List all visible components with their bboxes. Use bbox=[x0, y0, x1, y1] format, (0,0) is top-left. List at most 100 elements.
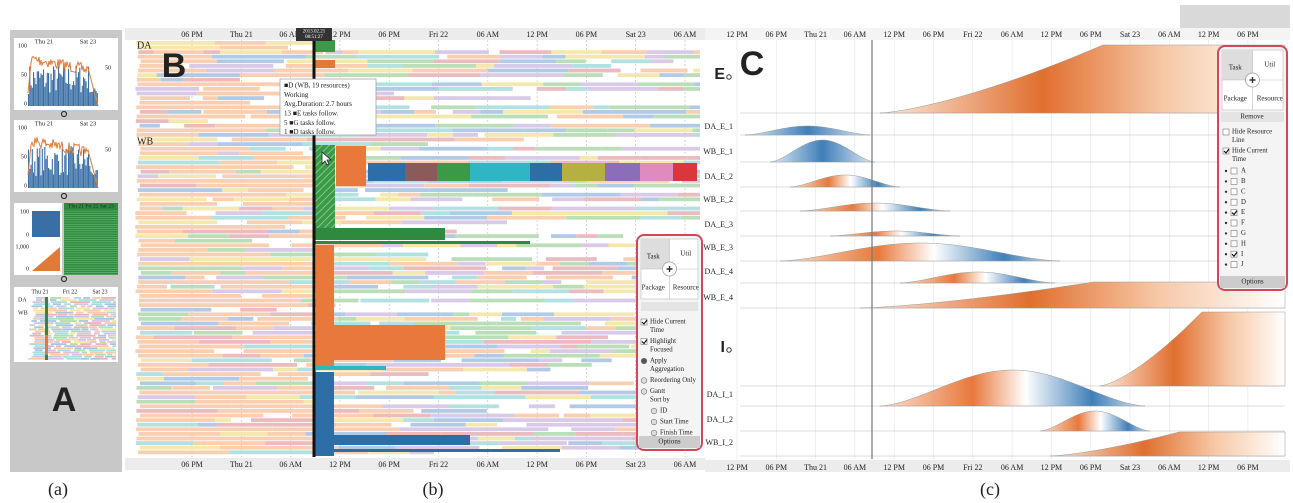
task-bar[interactable] bbox=[199, 390, 245, 395]
task-bar[interactable] bbox=[136, 128, 155, 133]
task-bar[interactable] bbox=[497, 243, 517, 248]
task-bar[interactable] bbox=[557, 422, 598, 427]
task-bar[interactable] bbox=[220, 271, 246, 275]
magnifier[interactable] bbox=[60, 275, 68, 283]
task-bar[interactable] bbox=[138, 220, 218, 225]
task-bar[interactable] bbox=[551, 50, 602, 54]
task-bar[interactable] bbox=[575, 183, 598, 188]
task-bar[interactable] bbox=[324, 211, 374, 215]
task-bar[interactable] bbox=[429, 188, 508, 192]
task-bar[interactable] bbox=[219, 160, 278, 165]
task-bar[interactable] bbox=[433, 206, 498, 211]
task-bar[interactable] bbox=[495, 390, 580, 395]
task-bar[interactable] bbox=[202, 96, 218, 100]
task-bar[interactable] bbox=[235, 326, 254, 330]
task-bar[interactable] bbox=[373, 211, 421, 215]
task-bar[interactable] bbox=[161, 266, 243, 271]
task-bar[interactable] bbox=[380, 192, 399, 197]
task-bar[interactable] bbox=[246, 220, 303, 225]
radio[interactable] bbox=[640, 388, 648, 395]
task-bar[interactable] bbox=[385, 257, 427, 261]
task-bar[interactable] bbox=[493, 64, 573, 68]
profile-area[interactable] bbox=[879, 369, 1146, 407]
task-bar[interactable] bbox=[499, 50, 552, 54]
task-bar[interactable] bbox=[171, 271, 194, 275]
task-bar[interactable] bbox=[335, 422, 392, 427]
task-bar[interactable] bbox=[573, 298, 618, 303]
options-button[interactable]: Options bbox=[1241, 278, 1263, 286]
task-bar[interactable] bbox=[277, 284, 324, 289]
task-bar[interactable] bbox=[347, 68, 413, 73]
task-bar[interactable] bbox=[433, 96, 451, 100]
task-bar[interactable] bbox=[197, 91, 280, 96]
task-bar[interactable] bbox=[284, 353, 304, 358]
profile-area[interactable] bbox=[789, 174, 901, 188]
task-bar[interactable] bbox=[138, 142, 189, 146]
task-bar[interactable] bbox=[214, 165, 294, 169]
task-bar[interactable] bbox=[267, 229, 300, 234]
task-bar[interactable] bbox=[436, 261, 459, 266]
task-bar[interactable] bbox=[140, 271, 172, 275]
task-bar[interactable] bbox=[451, 257, 533, 261]
task-bar[interactable] bbox=[503, 418, 561, 422]
task-bar[interactable] bbox=[138, 280, 212, 284]
task-bar[interactable] bbox=[139, 123, 160, 128]
task-bar[interactable] bbox=[371, 137, 435, 142]
task-bar[interactable] bbox=[137, 395, 196, 399]
task-bar[interactable] bbox=[466, 160, 551, 165]
task-bar[interactable] bbox=[193, 330, 243, 335]
task-bar[interactable] bbox=[136, 372, 163, 376]
task-bar[interactable] bbox=[454, 137, 502, 142]
task-bar[interactable] bbox=[363, 156, 401, 160]
task-bar[interactable] bbox=[543, 317, 611, 321]
task-bar[interactable] bbox=[620, 192, 678, 197]
task-bar[interactable] bbox=[198, 156, 254, 160]
task-bar[interactable] bbox=[577, 344, 630, 349]
task-bar[interactable] bbox=[500, 317, 517, 321]
task-bar[interactable] bbox=[136, 77, 161, 82]
task-bar[interactable] bbox=[425, 271, 485, 275]
focused-task[interactable] bbox=[605, 163, 640, 181]
task-bar[interactable] bbox=[137, 376, 164, 381]
task-bar[interactable] bbox=[283, 294, 315, 298]
task-bar[interactable] bbox=[410, 422, 466, 427]
task-bar[interactable] bbox=[356, 445, 396, 450]
checkbox[interactable] bbox=[1230, 261, 1238, 268]
task-bar[interactable] bbox=[395, 445, 480, 450]
task-bar[interactable] bbox=[139, 445, 221, 450]
task-bar[interactable] bbox=[217, 409, 250, 413]
task-bar[interactable] bbox=[218, 321, 289, 326]
task-bar[interactable] bbox=[611, 59, 652, 64]
task-bar[interactable] bbox=[306, 137, 372, 142]
task-bar[interactable] bbox=[389, 261, 437, 266]
task-bar[interactable] bbox=[289, 197, 329, 202]
task-bar[interactable] bbox=[503, 353, 558, 358]
task-bar[interactable] bbox=[391, 280, 419, 284]
task-bar[interactable] bbox=[181, 353, 223, 358]
task-bar[interactable] bbox=[195, 399, 261, 404]
task-bar[interactable] bbox=[409, 450, 434, 455]
task-bar[interactable] bbox=[413, 321, 497, 326]
task-bar[interactable] bbox=[195, 261, 279, 266]
focused-task[interactable] bbox=[368, 163, 405, 181]
task-bar[interactable] bbox=[137, 73, 157, 77]
mode-option[interactable]: Util bbox=[680, 250, 691, 258]
task-bar[interactable] bbox=[505, 280, 542, 284]
task-bar[interactable] bbox=[370, 372, 429, 376]
task-bar[interactable] bbox=[136, 427, 190, 432]
task-bar[interactable] bbox=[211, 215, 289, 220]
task-bar[interactable] bbox=[477, 436, 515, 441]
task-bar[interactable] bbox=[135, 225, 191, 229]
task-bar[interactable] bbox=[203, 110, 267, 114]
task-bar[interactable] bbox=[523, 82, 544, 87]
task-bar[interactable] bbox=[650, 123, 700, 128]
checkbox[interactable] bbox=[1222, 128, 1230, 136]
task-bar[interactable] bbox=[420, 192, 473, 197]
task-bar[interactable] bbox=[492, 197, 540, 202]
task-bar[interactable] bbox=[438, 87, 488, 91]
task-bar[interactable] bbox=[196, 183, 260, 188]
task-bar[interactable] bbox=[583, 197, 642, 202]
task-bar[interactable] bbox=[646, 50, 694, 54]
task-bar[interactable] bbox=[164, 197, 207, 202]
task-bar[interactable] bbox=[185, 275, 205, 280]
